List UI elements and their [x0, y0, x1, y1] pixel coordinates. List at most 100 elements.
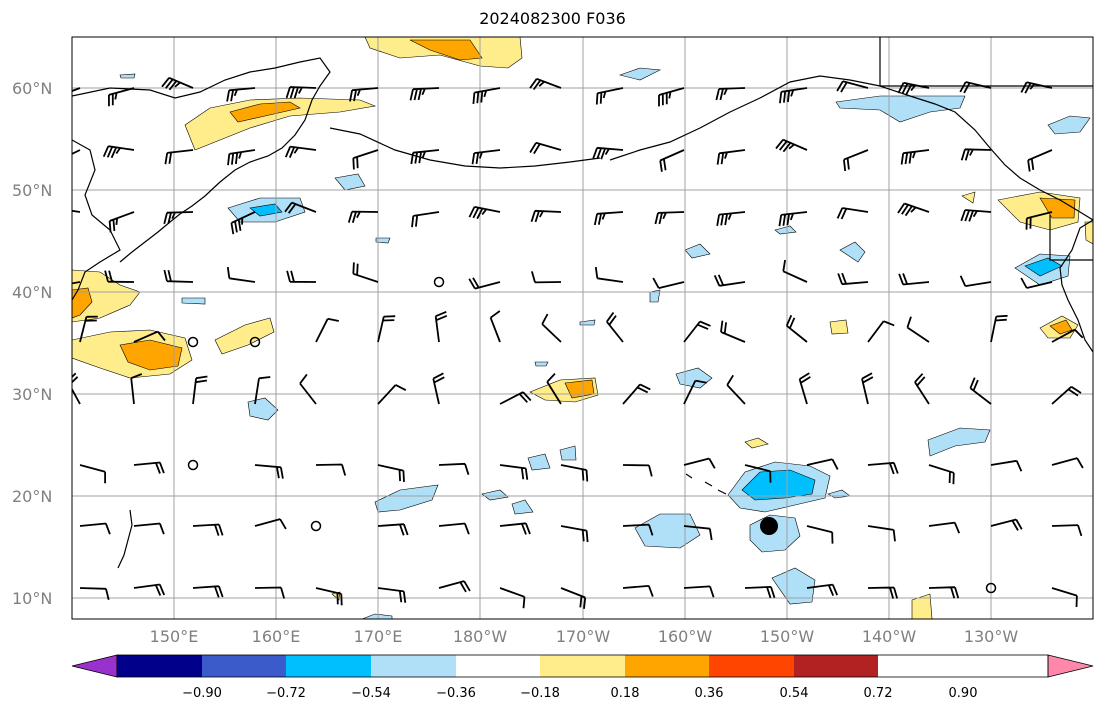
wind-barb — [1051, 457, 1084, 469]
colorbar-box — [709, 655, 794, 677]
wind-barb — [897, 81, 930, 96]
wind-barb — [659, 149, 685, 172]
wind-barb — [606, 311, 624, 343]
wind-barb — [1051, 587, 1078, 608]
colorbar-tick-label: 0.18 — [611, 686, 640, 701]
wind-barb — [720, 320, 746, 343]
wind-barb — [254, 518, 287, 530]
wind-barb — [530, 209, 562, 223]
wind-barb — [286, 270, 317, 283]
us-canada-border — [1049, 215, 1093, 261]
wind-barb — [438, 580, 471, 593]
colorbar-box — [794, 655, 878, 677]
wind-barb — [652, 277, 685, 289]
negative-region — [927, 427, 991, 457]
wind-barb — [541, 313, 562, 343]
wind-barb — [285, 86, 317, 99]
negative-region — [649, 289, 661, 303]
wind-barb — [79, 587, 110, 601]
negative-region — [618, 67, 662, 81]
calm-marker — [310, 520, 322, 532]
wind-barb — [560, 464, 589, 482]
lat-label: 40°N — [12, 283, 52, 302]
negative-region — [119, 73, 136, 79]
positive-region — [744, 437, 769, 449]
wind-barb — [1027, 149, 1053, 172]
wind-barb — [592, 146, 624, 160]
negative-region — [334, 173, 366, 191]
colorbar-extend-low — [71, 654, 118, 678]
map-frame — [71, 36, 1094, 620]
wind-barb — [489, 310, 501, 343]
wind-barb — [861, 372, 874, 405]
wind-barb — [284, 201, 317, 214]
negative-region — [527, 453, 551, 471]
wind-barb — [133, 461, 165, 474]
positive-core — [119, 339, 183, 371]
wind-barb — [192, 585, 224, 598]
colorbar: −0.90 −0.72 −0.54 −0.36 −0.18 0.18 0.36 … — [71, 654, 1094, 701]
wind-barb — [227, 149, 256, 166]
wind-barb — [161, 76, 194, 91]
wind-barb — [499, 587, 526, 609]
wind-barb — [658, 87, 685, 107]
calm-marker — [249, 336, 261, 348]
wind-barb — [72, 281, 81, 285]
wind-barb — [529, 77, 562, 91]
negative-region — [1047, 115, 1091, 135]
wind-barb — [79, 464, 106, 484]
wind-barb — [806, 525, 834, 544]
colorbar-tick-label: −0.90 — [182, 686, 222, 701]
wind-barb — [410, 149, 440, 165]
wind-barb — [726, 374, 746, 405]
negative-core — [249, 203, 283, 217]
wind-barb — [499, 464, 529, 480]
wind-barb — [593, 211, 624, 226]
wind-barb — [192, 523, 224, 536]
wind-barb — [409, 87, 440, 101]
wind-barb — [254, 464, 284, 479]
latitude-labels: 60°N 50°N 40°N 30°N 20°N 10°N — [12, 79, 52, 608]
wind-barb — [960, 209, 992, 222]
wind-barb — [683, 457, 716, 469]
wind-barb — [843, 149, 869, 172]
wind-barb — [192, 375, 208, 405]
wind-barb — [226, 266, 256, 283]
wind-barb — [499, 522, 531, 535]
lon-label: 130°W — [964, 627, 1019, 646]
wind-barb — [775, 138, 808, 153]
colorbar-tick-label: −0.54 — [351, 686, 391, 701]
wind-barb — [960, 148, 992, 161]
wind-barb — [837, 272, 869, 286]
wind-barb — [900, 149, 930, 165]
wind-barb — [1051, 524, 1083, 537]
positive-core — [229, 101, 301, 123]
wind-barb — [299, 373, 317, 405]
wind-barb — [471, 149, 501, 165]
wind-barb — [347, 210, 379, 223]
lon-label: 180°W — [453, 627, 508, 646]
wind-barb — [806, 458, 839, 470]
wind-barb — [928, 586, 960, 599]
wind-barb — [990, 459, 1023, 472]
wind-barb — [595, 87, 624, 105]
wind-barb — [377, 464, 405, 482]
wind-barbs — [72, 76, 1084, 609]
wind-barb — [79, 522, 111, 535]
wind-barb — [1020, 277, 1053, 289]
positive-region — [72, 269, 141, 323]
wind-barb — [164, 149, 194, 165]
map-title: 2024082300 F036 — [479, 9, 626, 28]
calm-marker — [985, 582, 997, 594]
negative-region — [375, 237, 391, 244]
negative-region — [559, 445, 577, 461]
positive-core — [72, 287, 93, 319]
colorbar-frame — [116, 654, 1049, 678]
colorbar-tick-label: 0.72 — [864, 686, 893, 701]
colorbar-box — [540, 655, 625, 677]
wind-barb — [990, 518, 1023, 531]
wind-barb — [928, 521, 961, 534]
wind-barb — [1025, 211, 1053, 230]
wind-barb — [744, 464, 772, 483]
wind-barb — [959, 81, 992, 94]
